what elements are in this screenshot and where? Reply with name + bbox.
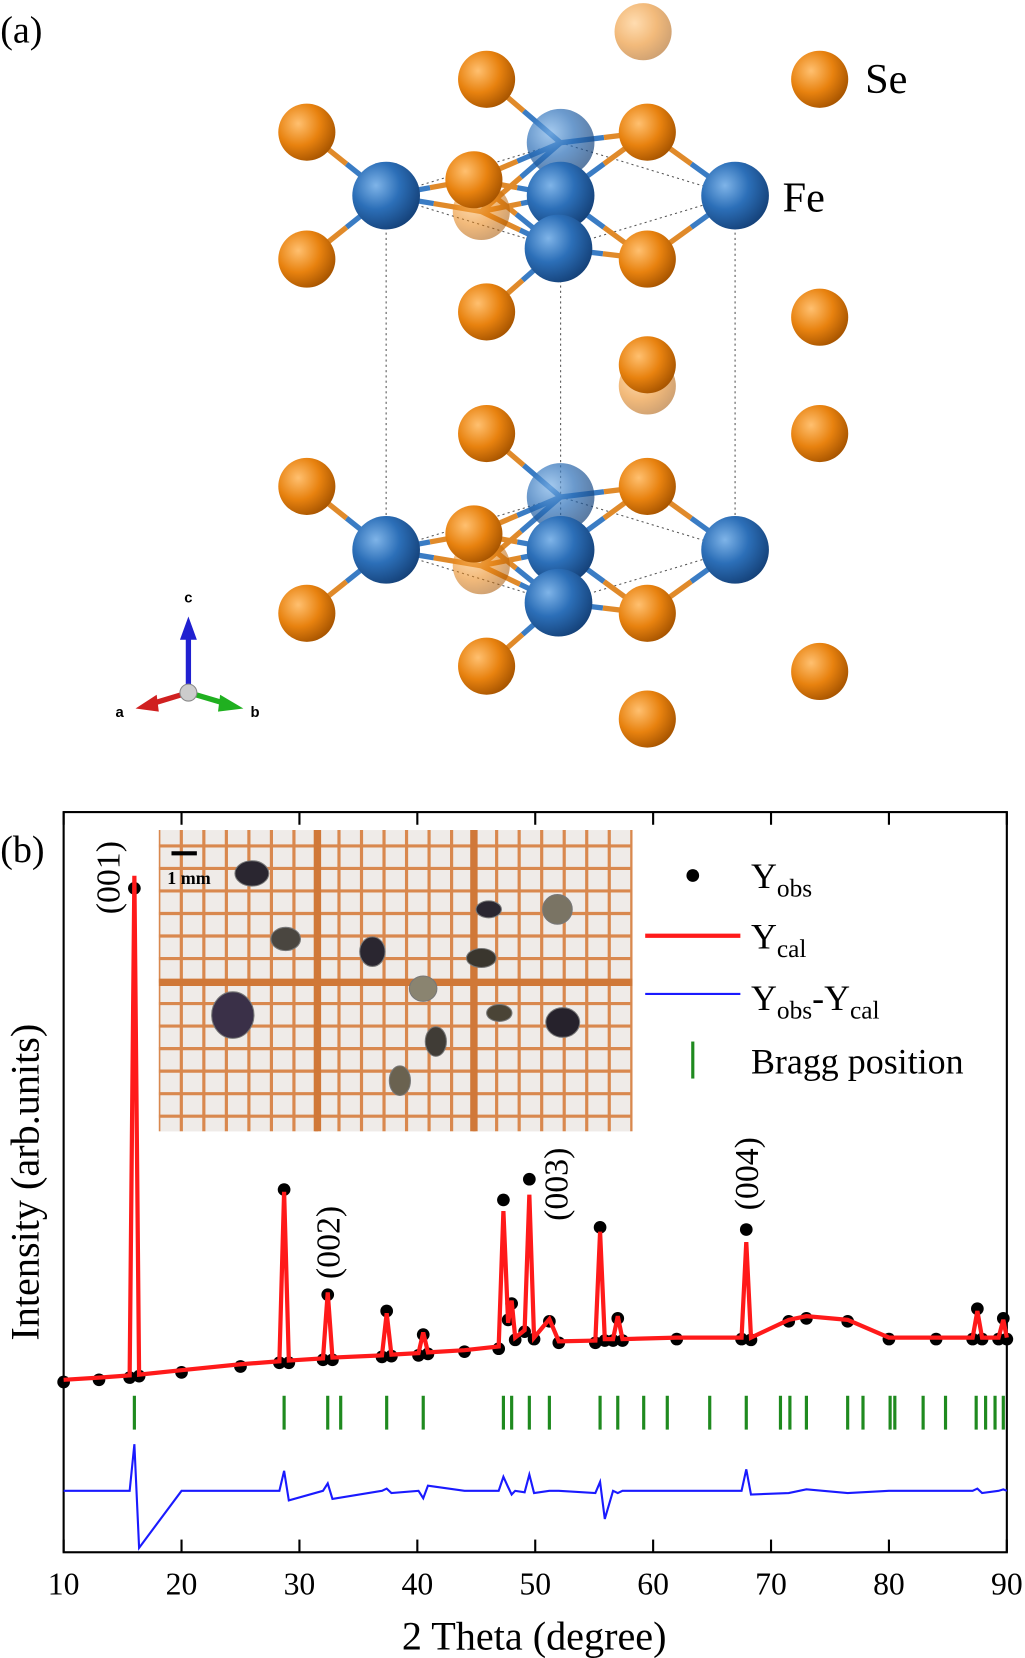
atom-label: Fe bbox=[783, 174, 825, 221]
se-atom bbox=[458, 50, 516, 108]
se-atom bbox=[458, 637, 516, 695]
se-atom bbox=[278, 230, 336, 288]
x-tick-label: 80 bbox=[873, 1567, 905, 1602]
legend-label-part: -Y bbox=[812, 978, 850, 1018]
cell-edge bbox=[560, 142, 736, 197]
se-atom bbox=[278, 103, 336, 161]
legend-label-part: obs bbox=[777, 875, 812, 903]
panel-label: (b) bbox=[0, 829, 44, 871]
se-atom bbox=[791, 642, 849, 700]
x-tick-label: 50 bbox=[519, 1567, 551, 1602]
legend-label-part: cal bbox=[777, 935, 807, 963]
scale-label: 1 mm bbox=[167, 868, 210, 888]
legend-label-part: Y bbox=[751, 916, 777, 956]
difference-line bbox=[63, 1444, 1008, 1551]
x-tick-label: 60 bbox=[637, 1567, 669, 1602]
legend-marker bbox=[686, 869, 700, 882]
se-atom bbox=[791, 50, 849, 108]
x-tick-label: 70 bbox=[755, 1567, 787, 1602]
se-atom bbox=[278, 584, 336, 642]
atom-label: Se bbox=[865, 56, 907, 103]
observed-point bbox=[1000, 1332, 1014, 1346]
fe-atom bbox=[526, 516, 595, 584]
legend-label-part: Y bbox=[751, 978, 777, 1018]
se-atom bbox=[445, 151, 503, 209]
se-atom bbox=[791, 288, 849, 346]
x-axis-title: 2 Theta (degree) bbox=[402, 1614, 667, 1658]
fe-atom bbox=[524, 214, 593, 283]
fe-atom bbox=[701, 161, 769, 230]
axis-triad bbox=[135, 616, 244, 712]
legend-label-part: Y bbox=[751, 856, 777, 896]
observed-point bbox=[593, 1220, 607, 1234]
se-atom bbox=[618, 103, 676, 161]
crystal-structure bbox=[278, 3, 849, 748]
se-atom bbox=[458, 283, 516, 341]
legend-label-part: cal bbox=[850, 996, 880, 1024]
fe-atom bbox=[526, 108, 595, 177]
se-atom bbox=[618, 230, 676, 288]
inset-photo: 1 mm bbox=[158, 830, 633, 1132]
cell-edge bbox=[560, 496, 736, 551]
observed-point bbox=[739, 1223, 753, 1236]
se-atom bbox=[618, 336, 676, 394]
observed-point bbox=[996, 1312, 1010, 1325]
se-atom bbox=[618, 584, 676, 642]
y-axis-title: Intensity (arb.units) bbox=[2, 1024, 47, 1341]
x-tick-label: 40 bbox=[401, 1567, 433, 1602]
legend-label: Yobs bbox=[751, 856, 812, 902]
axis-label: c bbox=[184, 591, 192, 607]
se-atom bbox=[618, 457, 676, 515]
observed-point bbox=[277, 1183, 291, 1196]
calculated-line bbox=[63, 875, 1009, 1382]
axis-label: b bbox=[251, 705, 260, 721]
x-tick-label: 90 bbox=[991, 1567, 1023, 1602]
axis-label: a bbox=[116, 705, 125, 721]
fe-atom bbox=[352, 161, 420, 230]
se-atom bbox=[614, 3, 672, 61]
legend-label: Bragg position bbox=[751, 1041, 964, 1081]
legend-label: Ycal bbox=[751, 916, 807, 962]
peak-label: (003) bbox=[538, 1148, 575, 1221]
x-tick-label: 20 bbox=[166, 1567, 198, 1602]
legend-label: Yobs-Ycal bbox=[751, 978, 880, 1024]
peak-label: (004) bbox=[729, 1137, 766, 1210]
peak-label: (002) bbox=[310, 1206, 347, 1279]
crystals bbox=[211, 860, 581, 1096]
observed-point bbox=[522, 1172, 536, 1186]
x-tick-label: 30 bbox=[284, 1567, 316, 1602]
peak-label: (001) bbox=[91, 841, 128, 914]
observed-point bbox=[497, 1193, 510, 1207]
fe-atom bbox=[701, 516, 769, 584]
panel-label: (a) bbox=[0, 9, 42, 51]
fe-atom bbox=[524, 568, 593, 637]
plot-area: (001) (002) (003) (004) bbox=[57, 812, 1014, 1553]
fe-atom bbox=[526, 463, 595, 531]
se-atom bbox=[791, 404, 849, 463]
observed-point bbox=[380, 1304, 394, 1318]
observed-point bbox=[971, 1302, 984, 1316]
se-atom bbox=[445, 505, 503, 563]
fe-atom bbox=[526, 161, 595, 230]
fe-atom bbox=[352, 516, 420, 584]
se-atom bbox=[618, 690, 676, 748]
se-atom bbox=[458, 404, 516, 463]
legend-label-part: obs bbox=[777, 996, 812, 1024]
x-tick-label: 10 bbox=[48, 1567, 80, 1602]
se-atom bbox=[278, 457, 336, 515]
